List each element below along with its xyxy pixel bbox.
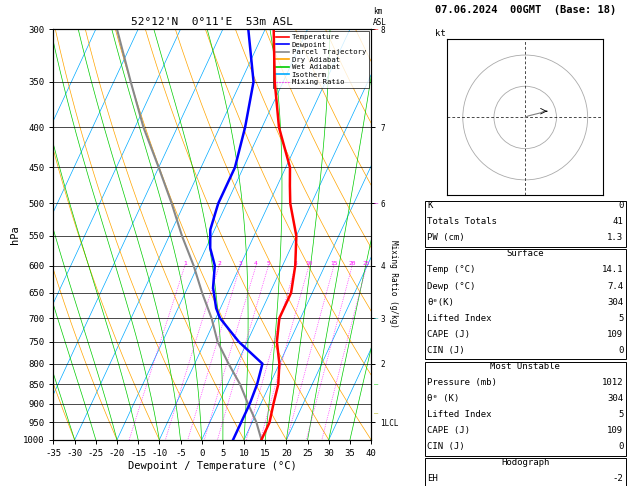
Text: CIN (J): CIN (J) [427, 442, 465, 451]
Text: 1: 1 [183, 260, 187, 265]
Y-axis label: hPa: hPa [10, 225, 20, 244]
Text: 1012: 1012 [602, 378, 623, 387]
Text: —: — [374, 26, 379, 32]
Text: CAPE (J): CAPE (J) [427, 330, 470, 339]
Text: 109: 109 [607, 330, 623, 339]
Text: Lifted Index: Lifted Index [427, 313, 492, 323]
Text: θᵉ(K): θᵉ(K) [427, 297, 454, 307]
Text: Surface: Surface [506, 249, 544, 259]
Text: 10: 10 [305, 260, 313, 265]
Text: 4: 4 [254, 260, 258, 265]
Text: Totals Totals: Totals Totals [427, 217, 497, 226]
Text: 5: 5 [618, 410, 623, 419]
Text: θᵉ (K): θᵉ (K) [427, 394, 459, 403]
Text: 0: 0 [618, 442, 623, 451]
Text: 0: 0 [618, 201, 623, 210]
Text: 25: 25 [363, 260, 370, 265]
Text: 8: 8 [294, 260, 298, 265]
Text: 3: 3 [238, 260, 242, 265]
Text: -2: -2 [613, 474, 623, 483]
Text: Temp (°C): Temp (°C) [427, 265, 476, 275]
Text: 07.06.2024  00GMT  (Base: 18): 07.06.2024 00GMT (Base: 18) [435, 4, 616, 15]
Text: kt: kt [435, 29, 445, 38]
Text: 5: 5 [267, 260, 270, 265]
Text: CIN (J): CIN (J) [427, 346, 465, 355]
Text: 15: 15 [330, 260, 338, 265]
Text: K: K [427, 201, 433, 210]
Text: Most Unstable: Most Unstable [490, 362, 560, 371]
X-axis label: Dewpoint / Temperature (°C): Dewpoint / Temperature (°C) [128, 461, 297, 470]
Text: Lifted Index: Lifted Index [427, 410, 492, 419]
Text: Mixing Ratio (g/kg): Mixing Ratio (g/kg) [389, 240, 398, 328]
Text: EH: EH [427, 474, 438, 483]
Text: CAPE (J): CAPE (J) [427, 426, 470, 435]
Text: 41: 41 [613, 217, 623, 226]
Text: 5: 5 [618, 313, 623, 323]
Text: 14.1: 14.1 [602, 265, 623, 275]
Text: —: — [374, 200, 379, 207]
Title: 52°12'N  0°11'E  53m ASL: 52°12'N 0°11'E 53m ASL [131, 17, 293, 27]
Text: 1.3: 1.3 [607, 233, 623, 243]
Text: 109: 109 [607, 426, 623, 435]
Text: 304: 304 [607, 394, 623, 403]
Text: 2: 2 [218, 260, 221, 265]
Text: 0: 0 [618, 346, 623, 355]
Text: Pressure (mb): Pressure (mb) [427, 378, 497, 387]
Text: —: — [374, 315, 379, 321]
Legend: Temperature, Dewpoint, Parcel Trajectory, Dry Adiabat, Wet Adiabat, Isotherm, Mi: Temperature, Dewpoint, Parcel Trajectory… [273, 31, 369, 88]
Text: —: — [374, 382, 379, 387]
Text: Hodograph: Hodograph [501, 458, 549, 467]
Text: km
ASL: km ASL [373, 7, 387, 27]
Text: 304: 304 [607, 297, 623, 307]
Text: Dewp (°C): Dewp (°C) [427, 281, 476, 291]
Text: —: — [374, 410, 379, 416]
Text: 7.4: 7.4 [607, 281, 623, 291]
Text: 20: 20 [348, 260, 356, 265]
Text: PW (cm): PW (cm) [427, 233, 465, 243]
